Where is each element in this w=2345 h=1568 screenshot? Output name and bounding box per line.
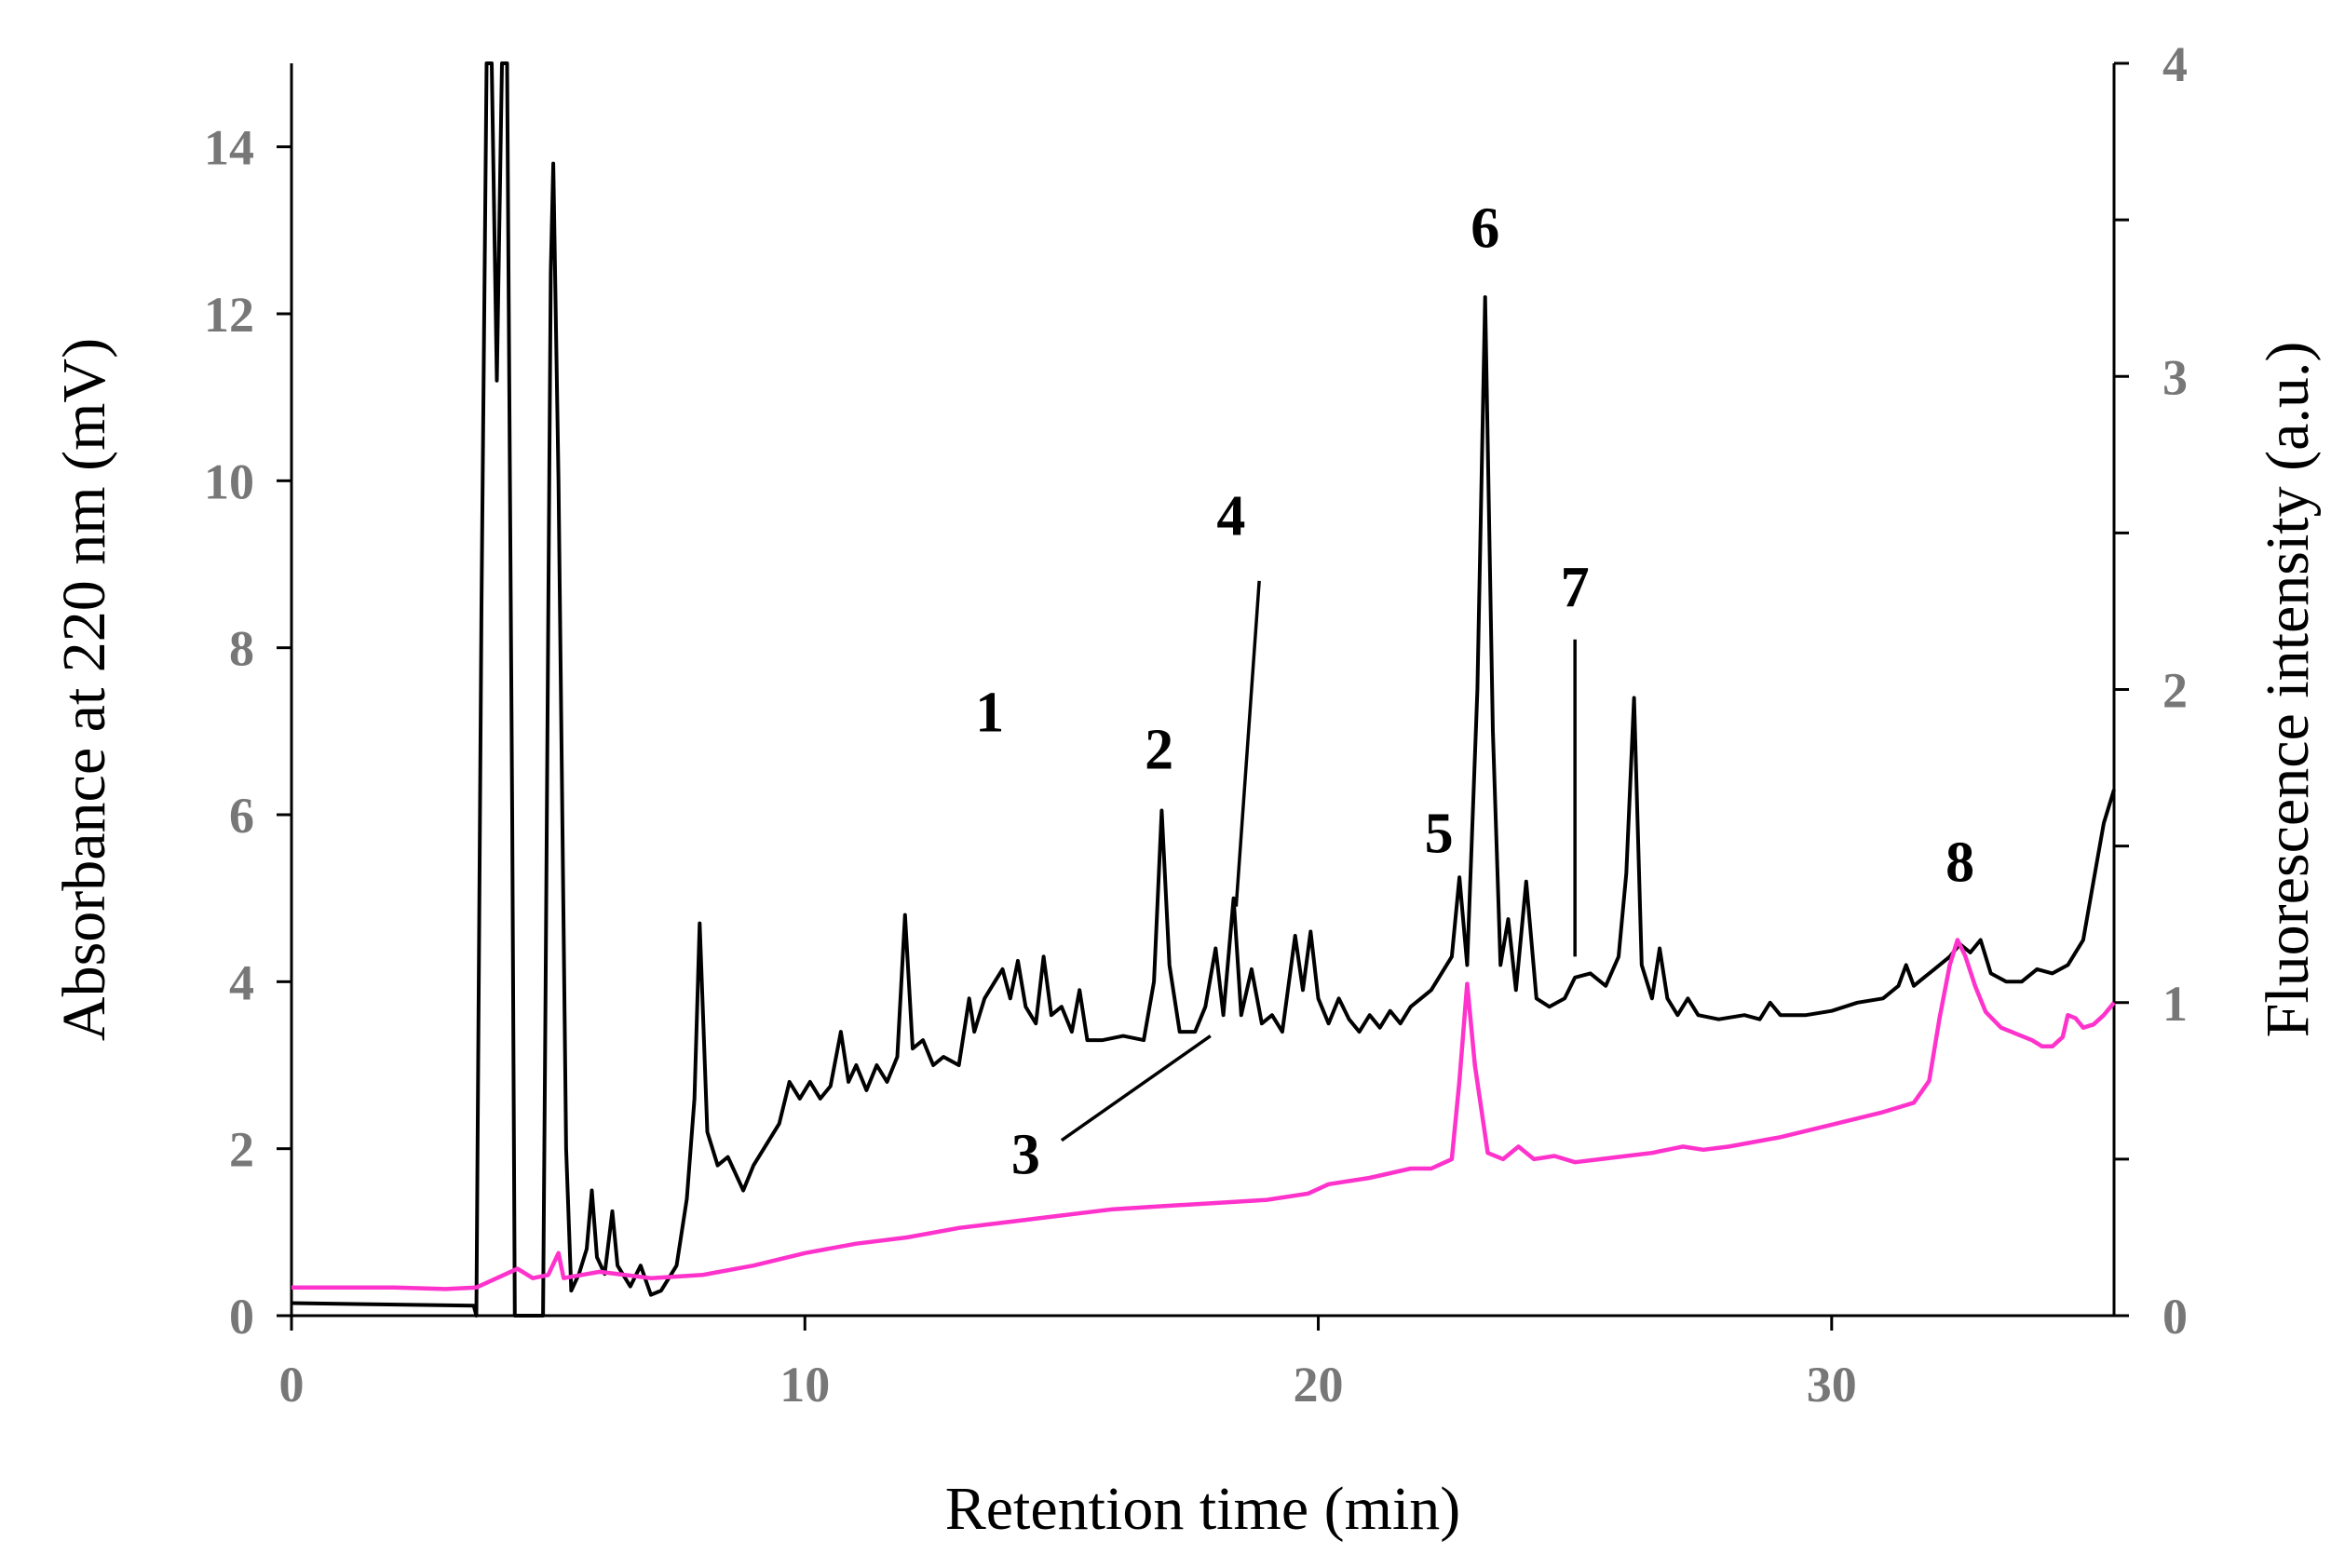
x-tick-label: 30: [1807, 1357, 1857, 1413]
peak-label-6: 6: [1471, 196, 1499, 260]
peak-leader-line: [1060, 1034, 1212, 1142]
y-right-tick-label: 0: [2162, 1289, 2188, 1345]
plot-series: [291, 61, 2116, 1318]
x-tick-label: 20: [1294, 1357, 1344, 1413]
plot-annotations: 1 2 3 4 5 6 7 8: [975, 196, 1974, 1186]
y-left-tick-label: 12: [204, 287, 254, 343]
y-left-tick-label: 0: [229, 1289, 254, 1345]
peak-leader-line: [1234, 580, 1261, 907]
peak-label-4: 4: [1216, 485, 1245, 548]
y-right-tick-label: 4: [2162, 36, 2188, 92]
peak-label-7: 7: [1561, 556, 1590, 619]
peak-label-3: 3: [1011, 1124, 1040, 1187]
peak-label-2: 2: [1145, 719, 1173, 782]
y-left-axis-title: Absorbance at 220 nm (mV): [50, 338, 118, 1041]
y-left-tick-label: 2: [229, 1122, 254, 1178]
fluorescence-trace: [291, 938, 2116, 1291]
y-left-tick-label: 10: [204, 453, 254, 509]
peak-label-8: 8: [1945, 831, 1974, 895]
y-left-tick-label: 6: [229, 788, 254, 844]
peak-label-5: 5: [1425, 802, 1454, 865]
peak-label-1: 1: [975, 681, 1004, 744]
y-right-axis-title: Fluorescence intensity (a.u.): [2254, 342, 2322, 1038]
y-right-tick-label: 1: [2162, 976, 2188, 1032]
y-right-tick-label: 3: [2162, 349, 2188, 405]
y-left-tick-label: 4: [229, 954, 254, 1010]
y-right-tick-label: 2: [2162, 663, 2188, 719]
absorbance-trace: [291, 61, 2116, 1318]
x-axis-title: Retention time (min): [945, 1475, 1461, 1543]
x-tick-label: 0: [279, 1357, 305, 1413]
y-left-tick-label: 8: [229, 621, 254, 677]
x-tick-label: 10: [779, 1357, 830, 1413]
y-left-tick-label: 14: [204, 120, 254, 176]
